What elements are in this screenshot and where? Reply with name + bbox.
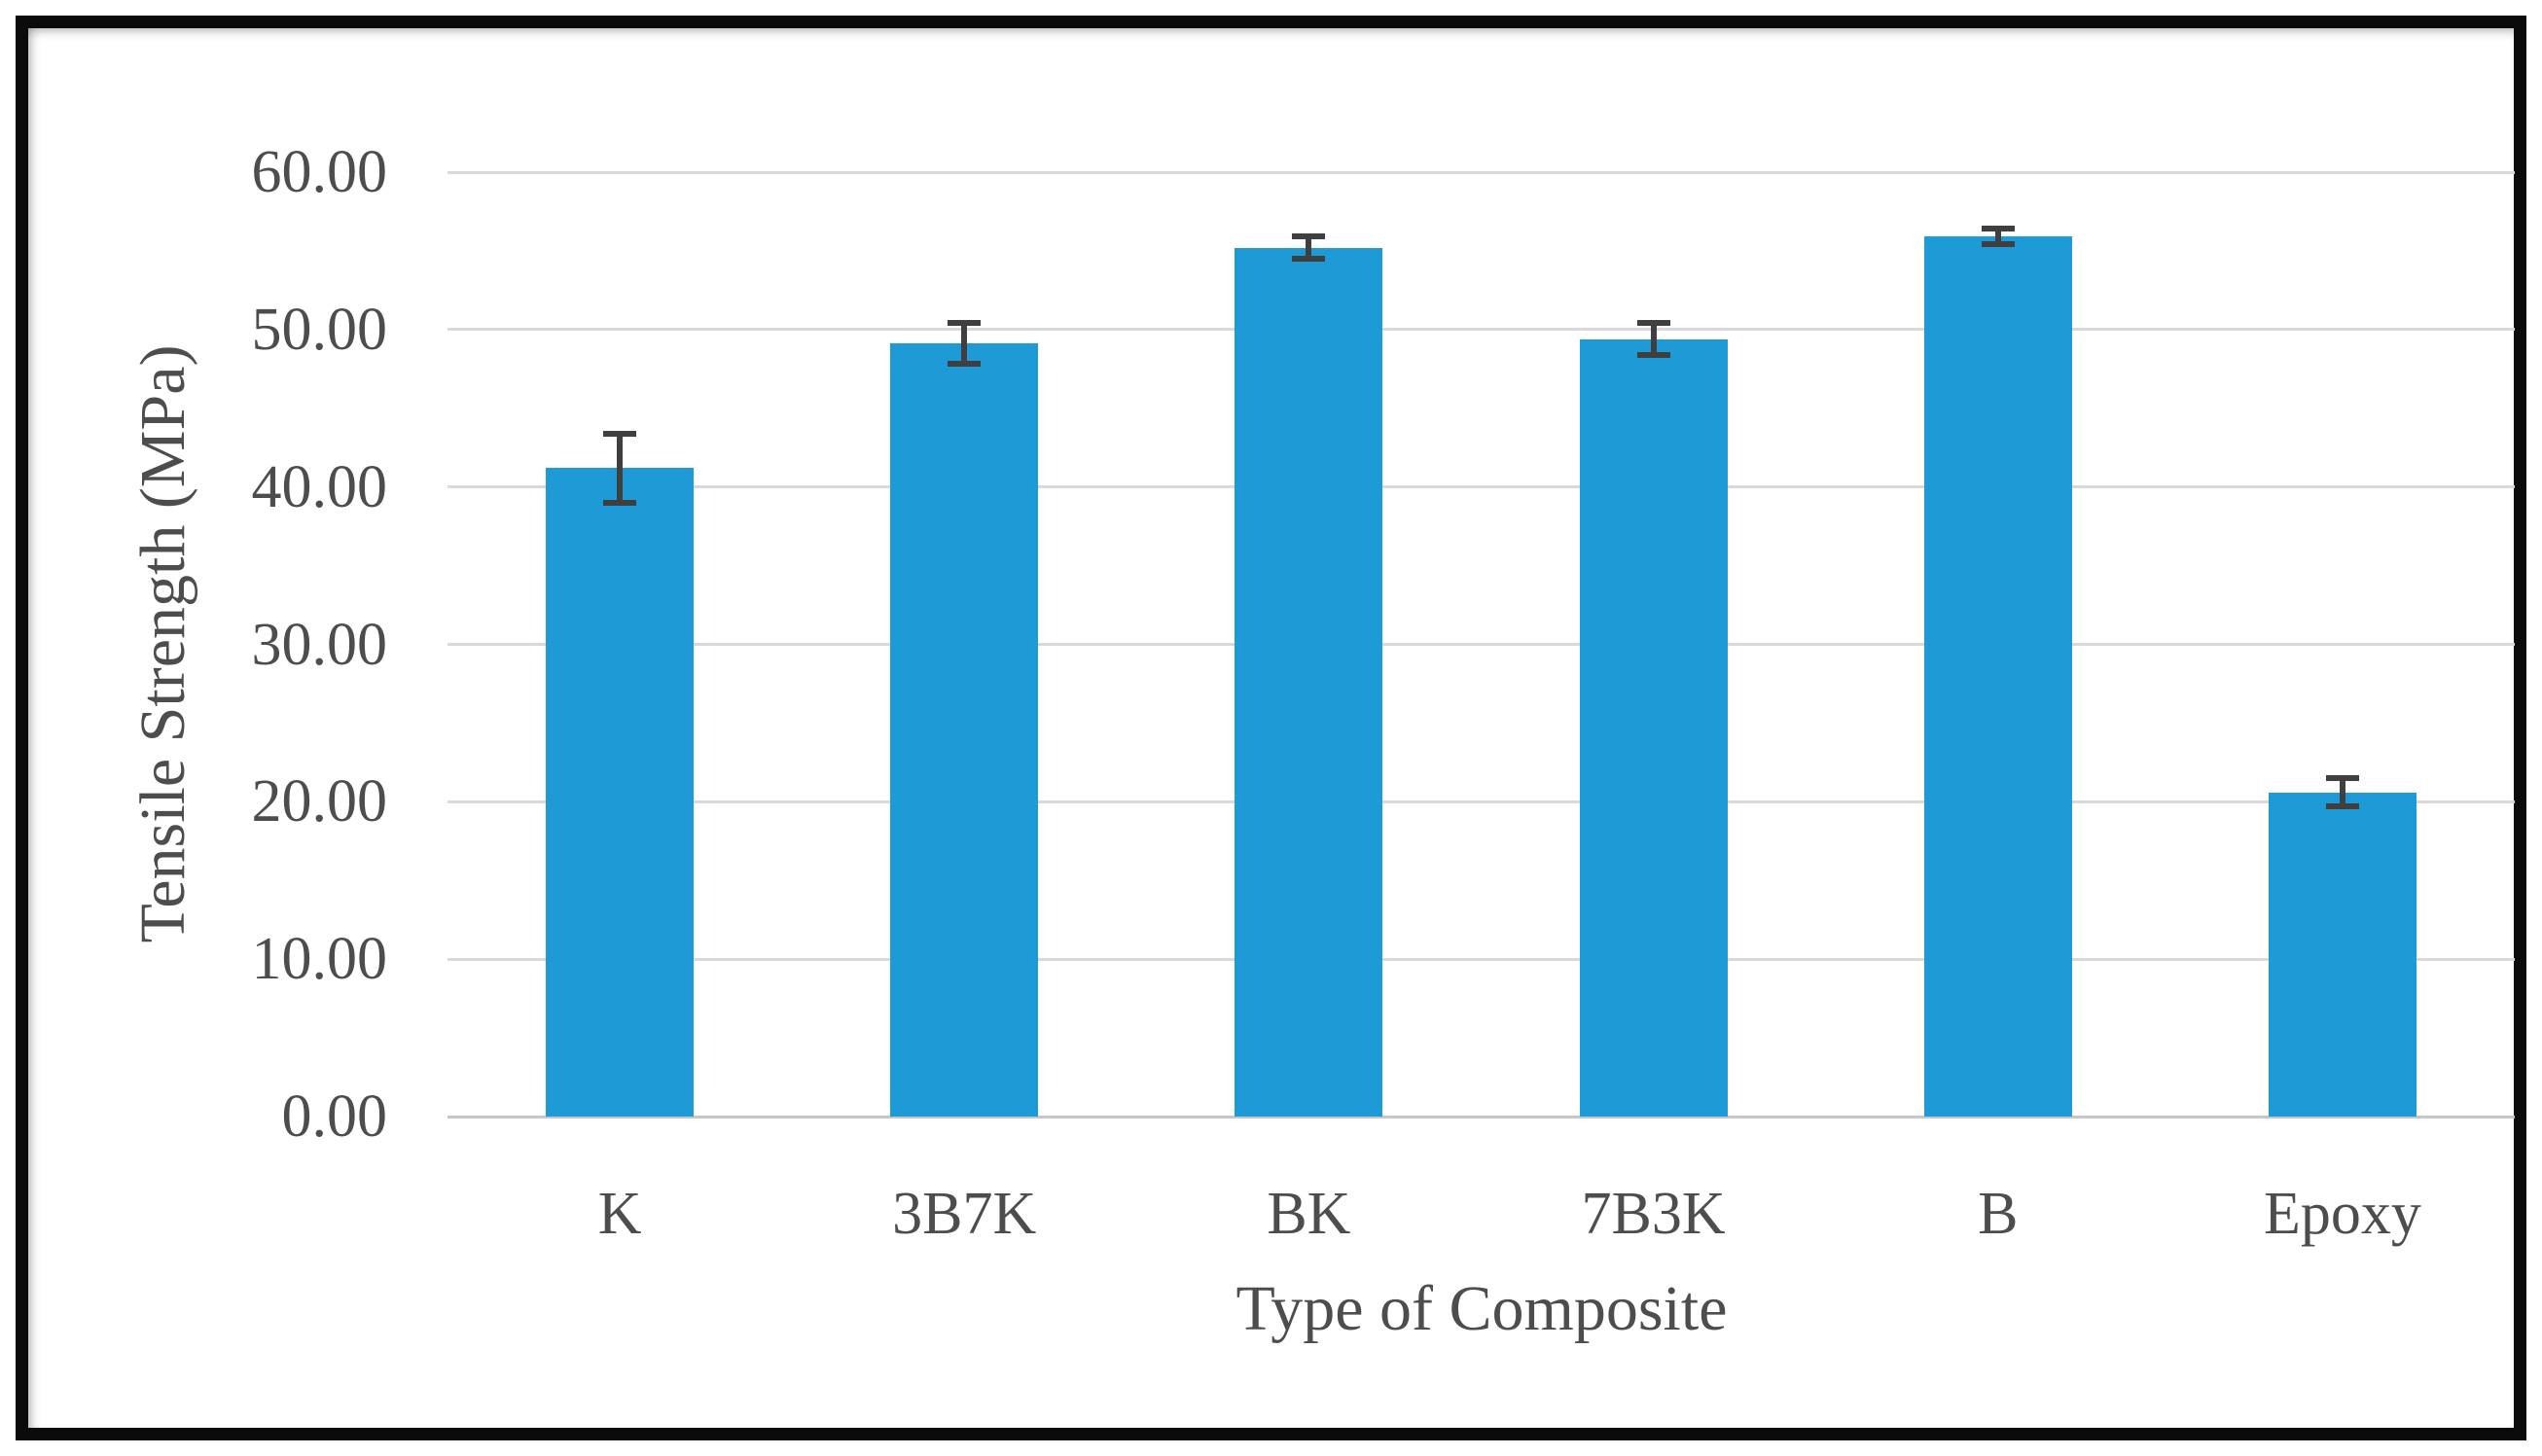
error-bar-line: [961, 323, 968, 365]
error-bar-cap: [1292, 256, 1326, 262]
bar-Epoxy: [2268, 792, 2417, 1117]
bar-BK: [1235, 247, 1383, 1117]
y-tick-label: 0.00: [281, 1083, 388, 1150]
x-tick-label: B: [1978, 1181, 2019, 1247]
error-bar-line: [617, 433, 624, 503]
x-tick-label: Epoxy: [2263, 1181, 2421, 1247]
error-bar-cap: [1981, 241, 2015, 248]
gridline: [448, 328, 2515, 332]
y-tick-label: 50.00: [251, 296, 388, 363]
error-bar-cap: [2325, 775, 2359, 782]
error-bar-cap: [2325, 803, 2359, 810]
error-bar-line: [1994, 229, 2001, 245]
gridline: [448, 485, 2515, 489]
x-axis-title: Type of Composite: [1235, 1273, 1728, 1344]
gridline: [448, 170, 2515, 174]
error-bar-cap: [1981, 226, 2015, 232]
y-tick-label: 40.00: [251, 453, 388, 520]
bar-3B7K: [890, 343, 1039, 1117]
error-bar-line: [2339, 778, 2345, 807]
error-bar-cap: [948, 361, 982, 368]
gridline: [448, 799, 2515, 803]
error-bar-cap: [1636, 320, 1670, 327]
error-bar-cap: [603, 430, 637, 437]
x-tick-label: K: [597, 1181, 642, 1247]
error-bar-cap: [1292, 233, 1326, 240]
y-tick-label: 20.00: [251, 768, 388, 835]
error-bar-line: [1650, 323, 1657, 355]
x-tick-label: 7B3K: [1581, 1181, 1726, 1247]
error-bar-line: [1306, 236, 1312, 259]
y-tick-label: 10.00: [251, 926, 388, 993]
bar-B: [1923, 236, 2072, 1117]
gridline: [448, 643, 2515, 646]
error-bar-cap: [603, 499, 637, 506]
x-tick-label: BK: [1267, 1181, 1351, 1247]
y-tick-label: 30.00: [251, 611, 388, 678]
bar-K: [546, 468, 695, 1117]
error-bar-cap: [948, 320, 982, 327]
x-axis-line: [448, 1115, 2515, 1119]
bar-7B3K: [1579, 338, 1728, 1117]
y-tick-label: 60.00: [251, 139, 388, 205]
x-tick-label: 3B7K: [892, 1181, 1037, 1247]
gridline: [448, 957, 2515, 961]
error-bar-cap: [1636, 351, 1670, 358]
